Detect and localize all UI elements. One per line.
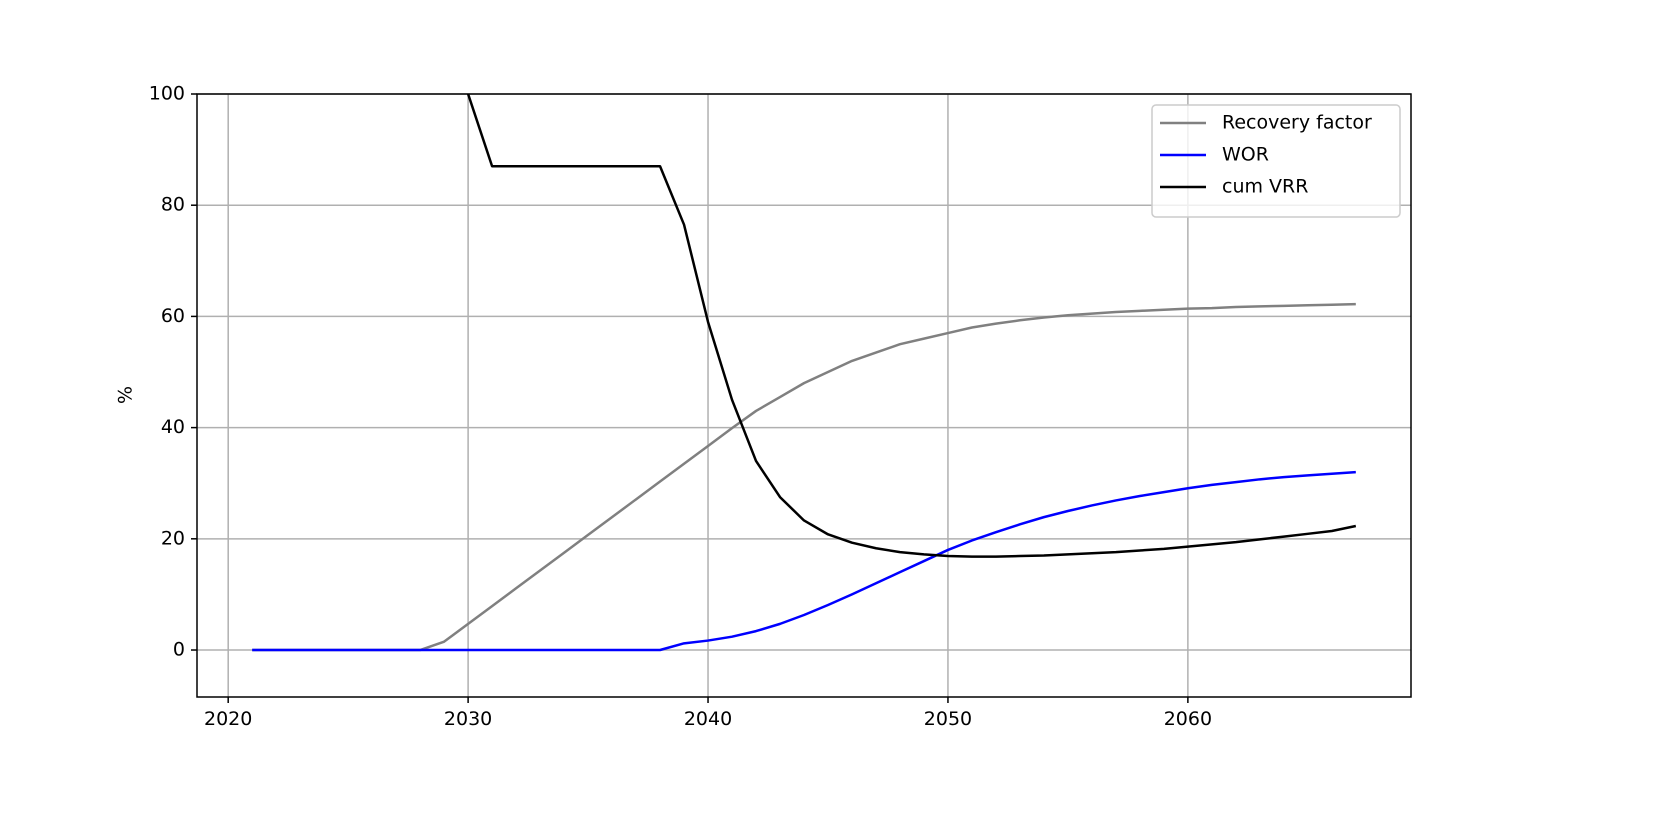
y-tick-label: 80 [161, 194, 185, 216]
x-tick-label: 2060 [1164, 708, 1212, 730]
y-tick-label: 100 [149, 83, 185, 105]
legend-box [1151, 104, 1401, 218]
y-tick-label: 60 [161, 305, 185, 327]
x-tick-label: 2030 [444, 708, 492, 730]
legend-label: WOR [1222, 144, 1269, 166]
x-tick-label: 2020 [204, 708, 252, 730]
legend-label: Recovery factor [1222, 112, 1372, 134]
plot-frame [196, 93, 1412, 698]
legend-label: cum VRR [1222, 176, 1308, 198]
lines [252, 94, 1357, 652]
y-tick-label: 0 [173, 639, 185, 661]
series-line [252, 302, 1356, 652]
x-tick-label: 2040 [684, 708, 732, 730]
y-tick-label: 40 [161, 416, 185, 438]
series-line [466, 94, 1357, 558]
y-tick-label: 20 [161, 527, 185, 549]
y-axis-label: % [115, 386, 137, 404]
x-tick-label: 2050 [924, 708, 972, 730]
series-line [252, 470, 1356, 652]
legend: Recovery factor WOR cum VRR [1151, 104, 1401, 218]
